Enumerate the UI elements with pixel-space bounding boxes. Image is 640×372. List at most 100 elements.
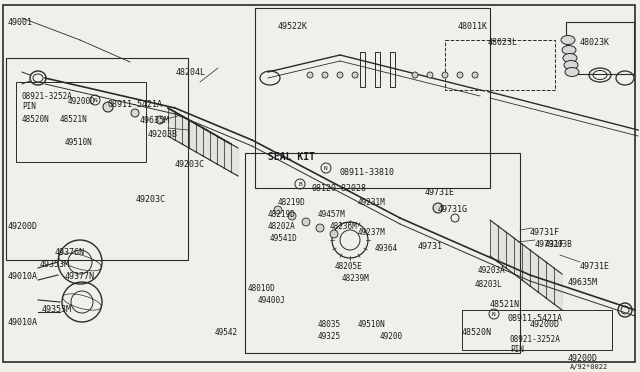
Bar <box>6 58 188 260</box>
Text: 48011K: 48011K <box>458 22 488 31</box>
Text: 08921-3252A: 08921-3252A <box>22 92 73 101</box>
Circle shape <box>131 109 139 117</box>
Text: 48236M: 48236M <box>330 222 358 231</box>
Text: 49510N: 49510N <box>65 138 93 147</box>
Text: 49203A: 49203A <box>478 266 506 275</box>
Circle shape <box>352 72 358 78</box>
Text: 48035: 48035 <box>318 320 341 329</box>
Circle shape <box>427 72 433 78</box>
Text: 49200D: 49200D <box>530 320 560 329</box>
Text: PIN: PIN <box>510 345 524 354</box>
Text: 48239M: 48239M <box>342 274 370 283</box>
Text: 48023L: 48023L <box>488 38 518 47</box>
Circle shape <box>274 206 282 214</box>
Text: N: N <box>492 311 496 317</box>
Text: 49731F: 49731F <box>535 240 565 249</box>
Circle shape <box>288 212 296 220</box>
Text: 49731E: 49731E <box>580 262 610 271</box>
Text: 48520N: 48520N <box>462 328 492 337</box>
Text: 48205E: 48205E <box>335 262 363 271</box>
Text: B: B <box>298 182 302 186</box>
Text: 49200: 49200 <box>380 332 403 341</box>
Bar <box>390 52 395 87</box>
Text: 49510N: 49510N <box>358 320 386 329</box>
Bar <box>16 82 146 162</box>
Text: 48010D: 48010D <box>248 284 276 293</box>
Bar <box>445 40 555 90</box>
Text: 49353M: 49353M <box>42 305 72 314</box>
Ellipse shape <box>561 35 575 45</box>
Circle shape <box>433 203 443 213</box>
Circle shape <box>316 224 324 232</box>
Text: 48520N: 48520N <box>22 115 50 124</box>
Text: 49203C: 49203C <box>175 160 205 169</box>
Text: 49400J: 49400J <box>258 296 285 305</box>
Text: 49200D: 49200D <box>68 97 96 106</box>
Bar <box>462 310 612 350</box>
Bar <box>360 52 365 87</box>
Text: 08120-82028: 08120-82028 <box>312 184 367 193</box>
Text: 49010A: 49010A <box>8 272 38 281</box>
Bar <box>375 52 380 87</box>
Ellipse shape <box>562 45 576 55</box>
Ellipse shape <box>564 61 578 70</box>
Circle shape <box>412 72 418 78</box>
Text: 49203C: 49203C <box>136 195 166 204</box>
Text: PIN: PIN <box>22 102 36 111</box>
Text: 48219D: 48219D <box>268 210 296 219</box>
Text: 49635M: 49635M <box>568 278 598 287</box>
Circle shape <box>302 218 310 226</box>
Text: 48023K: 48023K <box>580 38 610 47</box>
Text: 08911-5421A: 08911-5421A <box>508 314 563 323</box>
Circle shape <box>322 72 328 78</box>
Text: 48219D: 48219D <box>278 198 306 207</box>
Circle shape <box>457 72 463 78</box>
Text: 49457M: 49457M <box>318 210 346 219</box>
Text: 49731E: 49731E <box>425 188 455 197</box>
Text: 48204L: 48204L <box>176 68 206 77</box>
Text: N: N <box>324 166 328 170</box>
Text: 49203B: 49203B <box>148 130 178 139</box>
Text: 49010A: 49010A <box>8 318 38 327</box>
Ellipse shape <box>563 54 577 62</box>
Text: 48203L: 48203L <box>475 280 503 289</box>
Text: 49635M: 49635M <box>140 116 170 125</box>
Text: 49377N: 49377N <box>65 272 95 281</box>
Text: 08911-33810: 08911-33810 <box>340 168 395 177</box>
Text: 08911-5421A: 08911-5421A <box>108 100 163 109</box>
Text: 49376N: 49376N <box>55 248 85 257</box>
Bar <box>255 8 490 188</box>
Text: N: N <box>93 97 97 103</box>
Bar <box>245 153 520 353</box>
Text: 08921-3252A: 08921-3252A <box>510 335 561 344</box>
Text: 49200D: 49200D <box>568 354 598 363</box>
Circle shape <box>156 116 164 124</box>
Circle shape <box>337 72 343 78</box>
Circle shape <box>307 72 313 78</box>
Text: 48202A: 48202A <box>268 222 296 231</box>
Text: 49353M: 49353M <box>40 260 70 269</box>
Text: 49001: 49001 <box>8 18 33 27</box>
Text: SEAL KIT: SEAL KIT <box>268 152 315 162</box>
Text: 49542: 49542 <box>215 328 238 337</box>
Text: 49325: 49325 <box>318 332 341 341</box>
Text: 48521N: 48521N <box>60 115 88 124</box>
Text: 49203B: 49203B <box>545 240 573 249</box>
Text: 49731: 49731 <box>418 242 443 251</box>
Text: 49731G: 49731G <box>438 205 468 214</box>
Text: 49541D: 49541D <box>270 234 298 243</box>
Circle shape <box>442 72 448 78</box>
Text: 49237M: 49237M <box>358 228 386 237</box>
Text: A/92*0022: A/92*0022 <box>570 364 608 370</box>
Bar <box>566 22 634 74</box>
Circle shape <box>472 72 478 78</box>
Circle shape <box>103 102 113 112</box>
Circle shape <box>330 230 338 238</box>
Ellipse shape <box>565 67 579 77</box>
Text: 49522K: 49522K <box>278 22 308 31</box>
Text: 49364: 49364 <box>375 244 398 253</box>
Text: 49731F: 49731F <box>530 228 560 237</box>
Text: 49200D: 49200D <box>8 222 38 231</box>
Text: 48521N: 48521N <box>490 300 520 309</box>
Text: 49231M: 49231M <box>358 198 386 207</box>
